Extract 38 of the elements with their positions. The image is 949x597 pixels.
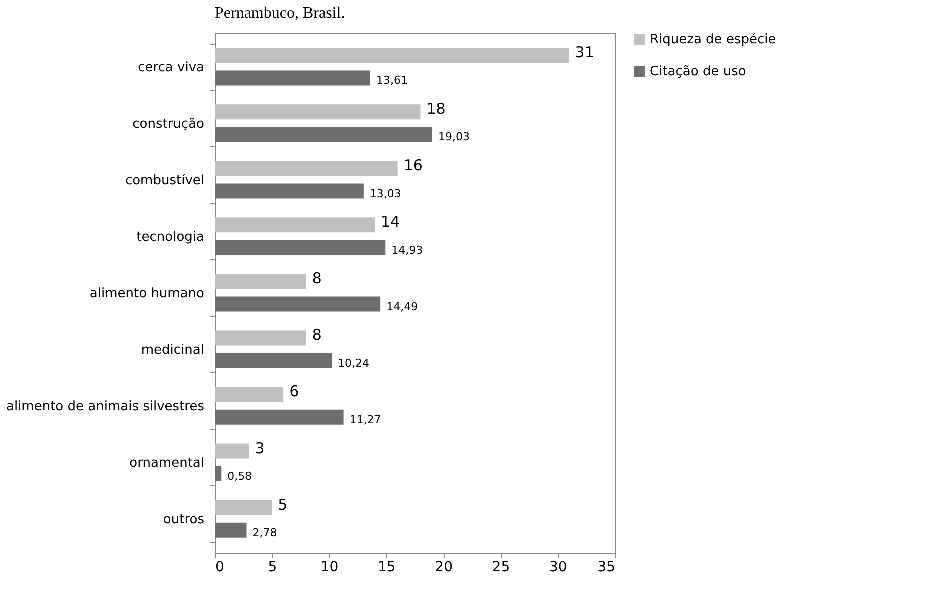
x-tick-label: 20 [435,560,453,576]
data-label: 0,58 [228,470,252,483]
data-label: 16 [404,156,423,175]
y-tick-label: construção [132,116,205,132]
data-label: 3 [255,439,265,458]
y-tick-label: outros [163,512,205,528]
y-tick-label: alimento humano [90,286,205,302]
y-tick-label: cerca viva [138,60,204,76]
x-tick-label: 15 [378,560,396,576]
legend-label: Riqueza de espécie [650,32,776,48]
data-label: 2,78 [252,526,278,540]
x-tick-label: 5 [268,560,278,576]
data-label: 14,93 [392,244,424,257]
data-label: 31 [575,44,594,62]
chart-title: Pernambuco, Brasil. [215,5,346,22]
legend-label: Citação de uso [650,64,746,80]
x-tick-label: 30 [549,560,568,576]
y-tick-label: alimento de animais silvestres [6,400,205,415]
data-label: 11,27 [350,413,382,426]
x-tick-label: 10 [320,560,339,576]
x-tick-label: 35 [598,560,616,576]
data-label: 10,24 [338,356,370,370]
data-label: 5 [278,496,288,514]
x-tick-label: 25 [492,560,510,576]
data-label: 19,03 [438,130,470,144]
x-tick-label: 0 [216,560,224,576]
data-label: 13,03 [370,187,402,200]
data-label: 14,49 [386,300,418,314]
y-tick-label: medicinal [141,343,204,358]
y-tick-label: ornamental [130,456,204,472]
data-label: 13,61 [376,74,408,88]
data-label: 6 [290,382,300,401]
y-tick-label: tecnologia [136,230,204,245]
data-label: 18 [426,100,446,118]
data-label: 8 [312,326,322,344]
data-label: 8 [312,270,322,288]
data-label: 14 [381,213,400,232]
y-tick-label: combustível [125,173,204,188]
